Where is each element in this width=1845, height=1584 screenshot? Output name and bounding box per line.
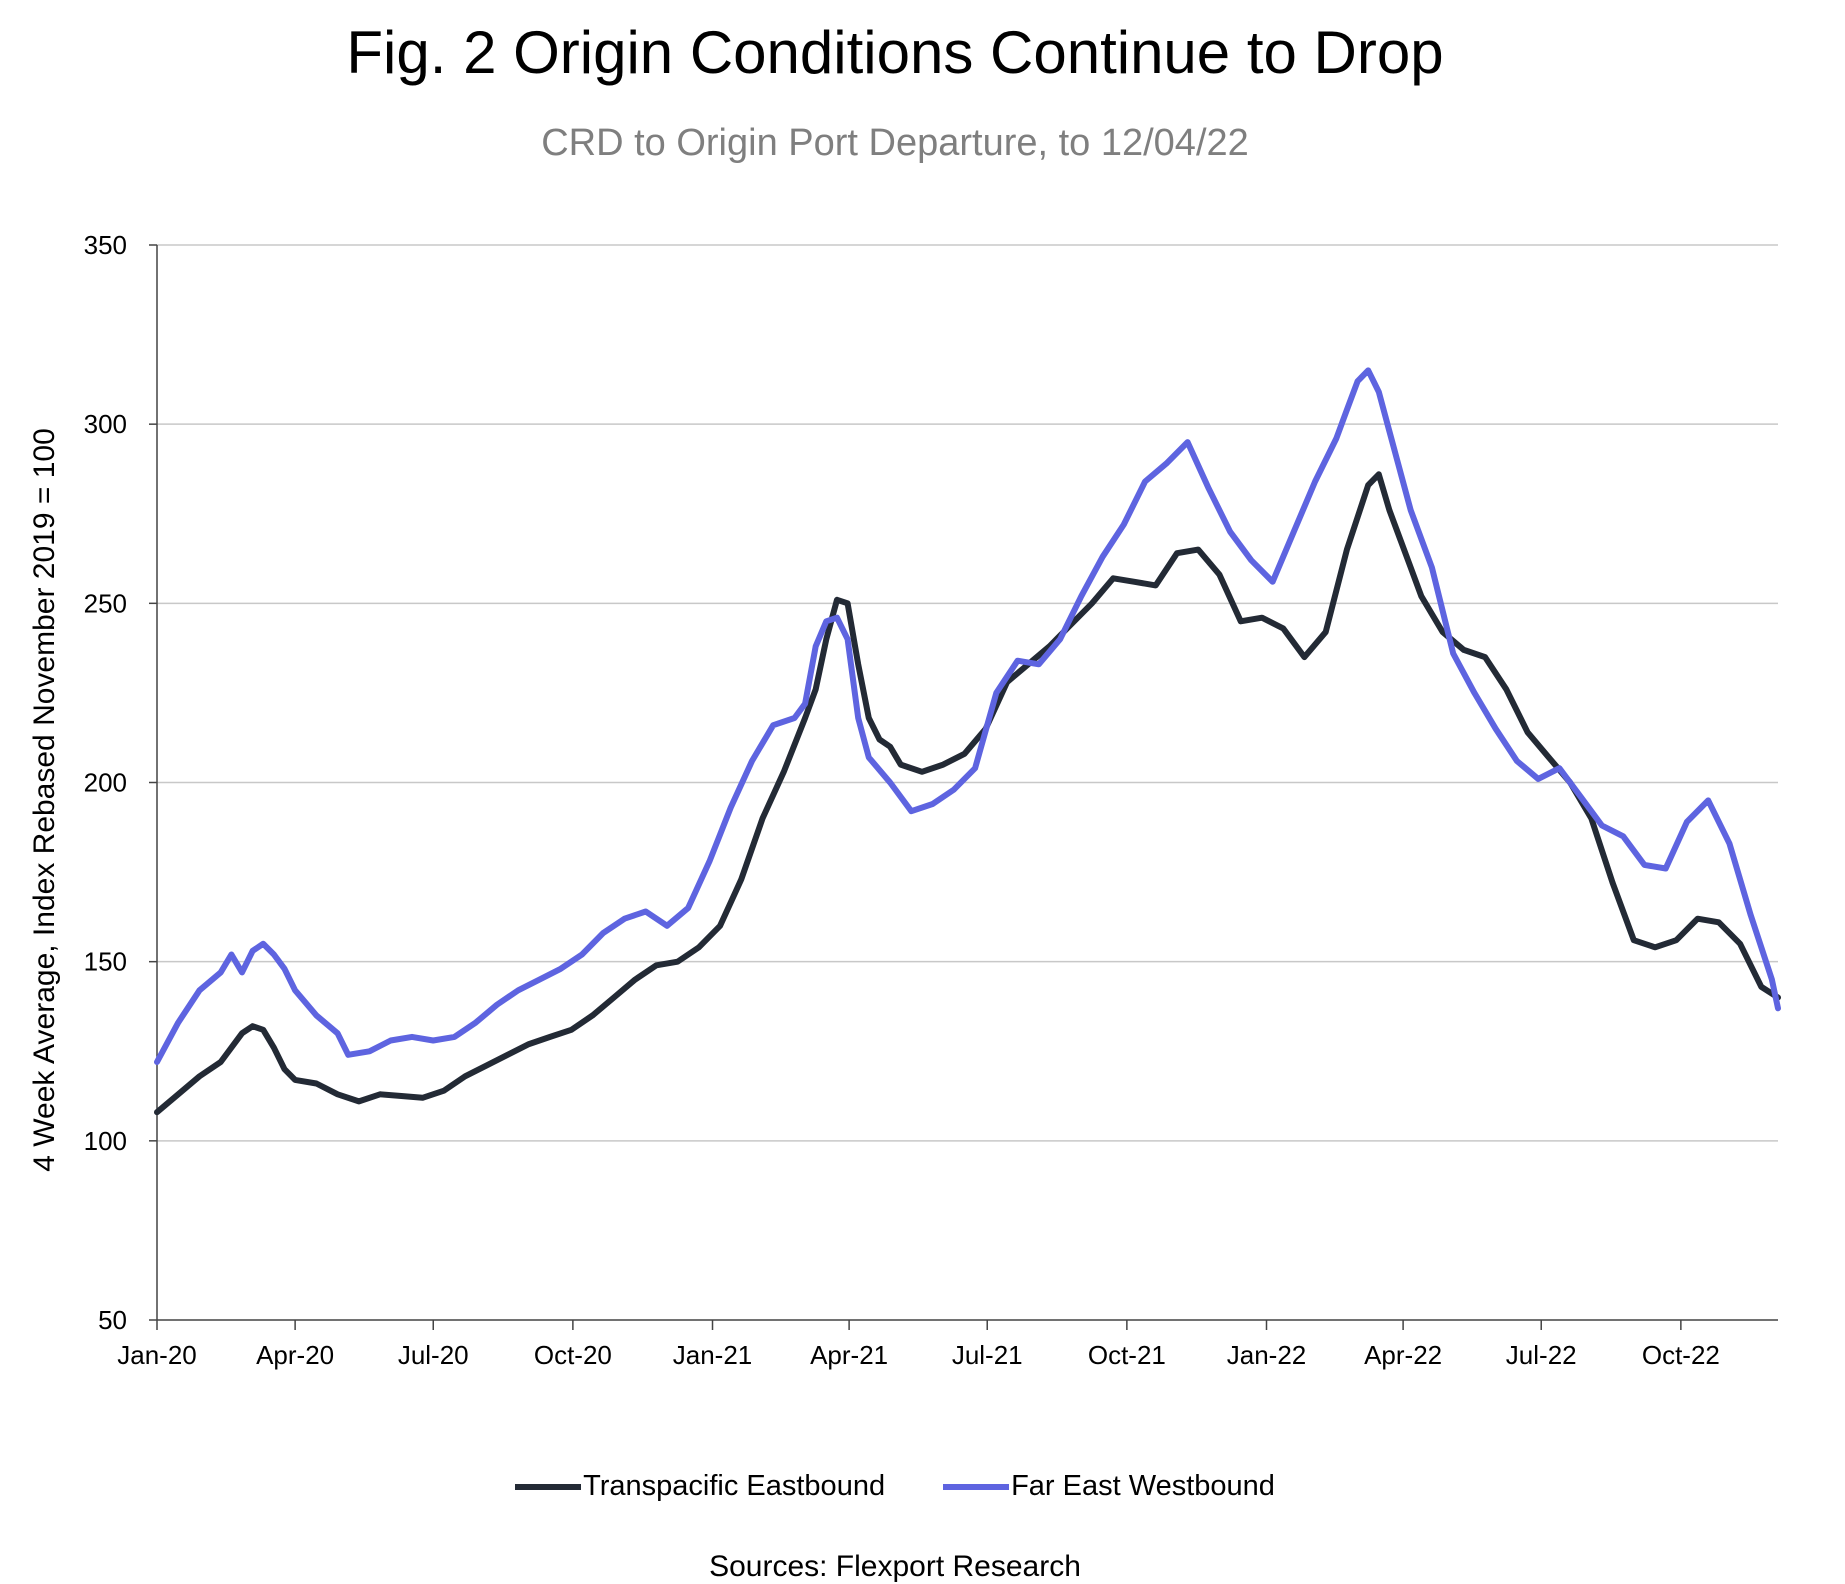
x-tick-label: Oct-22	[1642, 1340, 1720, 1370]
legend-item-transpacific: Transpacific Eastbound	[515, 1470, 885, 1503]
x-tick-label: Apr-22	[1364, 1340, 1442, 1370]
legend: Transpacific Eastbound Far East Westboun…	[0, 1470, 1790, 1503]
series-line-transpacific-eastbound	[154, 471, 1781, 1116]
tick-labels: 50 100 150 200 250 300 350 Jan-20 Apr-20 Jul-20 Oc…	[84, 230, 1720, 1370]
axes	[149, 244, 1778, 1330]
gridlines	[157, 244, 1778, 1142]
series-line-far-east-westbound	[154, 367, 1781, 1065]
y-tick-label: 300	[84, 409, 127, 439]
y-tick-label: 50	[98, 1305, 127, 1335]
y-tick-label: 100	[84, 1126, 127, 1156]
x-tick-label: Oct-20	[534, 1340, 612, 1370]
legend-label: Transpacific Eastbound	[583, 1470, 886, 1502]
x-tick-label: Jan-22	[1227, 1340, 1307, 1370]
series-lines	[154, 367, 1781, 1116]
y-tick-label: 200	[84, 768, 127, 798]
x-tick-label: Jul-22	[1506, 1340, 1577, 1370]
x-tick-label: Jan-20	[117, 1340, 197, 1370]
x-tick-label: Jul-20	[398, 1340, 469, 1370]
source-note: Sources: Flexport Research	[709, 1550, 1081, 1583]
x-tick-label: Apr-21	[810, 1340, 888, 1370]
x-tick-label: Apr-20	[256, 1340, 334, 1370]
x-tick-label: Oct-21	[1088, 1340, 1166, 1370]
y-tick-label: 150	[84, 947, 127, 977]
x-tick-label: Jan-21	[673, 1340, 753, 1370]
chart-title: Fig. 2 Origin Conditions Continue to Dro…	[346, 19, 1444, 86]
y-tick-label: 250	[84, 588, 127, 618]
x-tick-label: Jul-21	[952, 1340, 1023, 1370]
y-tick-label: 350	[84, 230, 127, 260]
legend-item-far-east: Far East Westbound	[943, 1470, 1275, 1503]
legend-swatch	[943, 1483, 1010, 1490]
legend-label: Far East Westbound	[1011, 1470, 1275, 1502]
chart-subtitle: CRD to Origin Port Departure, to 12/04/2…	[541, 122, 1249, 164]
legend-swatch	[515, 1483, 582, 1490]
